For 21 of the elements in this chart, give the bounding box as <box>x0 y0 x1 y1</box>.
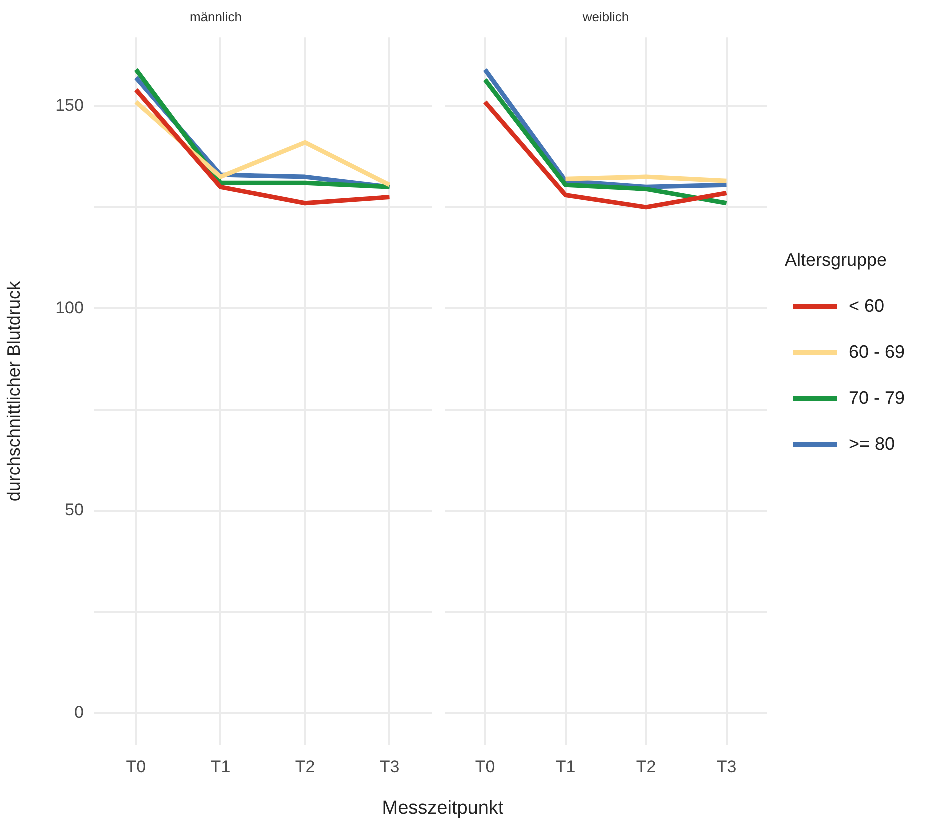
y-tick-label: 0 <box>74 703 84 722</box>
x-tick-label: T1 <box>556 757 576 776</box>
legend-label: 60 - 69 <box>849 342 906 362</box>
chart-title: männlich <box>190 9 242 24</box>
legend-label: < 60 <box>849 296 885 316</box>
x-tick-label: T0 <box>475 757 496 776</box>
legend-label: >= 80 <box>849 434 896 454</box>
y-axis-title: durchschnittlicher Blutdruck <box>4 280 24 502</box>
x-tick-label: T3 <box>716 757 737 776</box>
x-tick-label: T2 <box>636 757 656 776</box>
x-tick-label: T1 <box>210 757 231 776</box>
legend-label: 70 - 79 <box>849 388 906 408</box>
y-tick-label: 150 <box>56 96 84 115</box>
legend-title: Altersgruppe <box>785 250 888 271</box>
y-tick-label: 50 <box>65 500 84 520</box>
x-tick-label: T0 <box>126 757 146 776</box>
chart-title: weiblich <box>582 9 630 24</box>
x-axis-title: Messzeitpunkt <box>381 798 505 820</box>
y-tick-label: 100 <box>56 298 84 318</box>
x-tick-label: T2 <box>295 757 316 776</box>
x-tick-label: T3 <box>380 757 400 776</box>
